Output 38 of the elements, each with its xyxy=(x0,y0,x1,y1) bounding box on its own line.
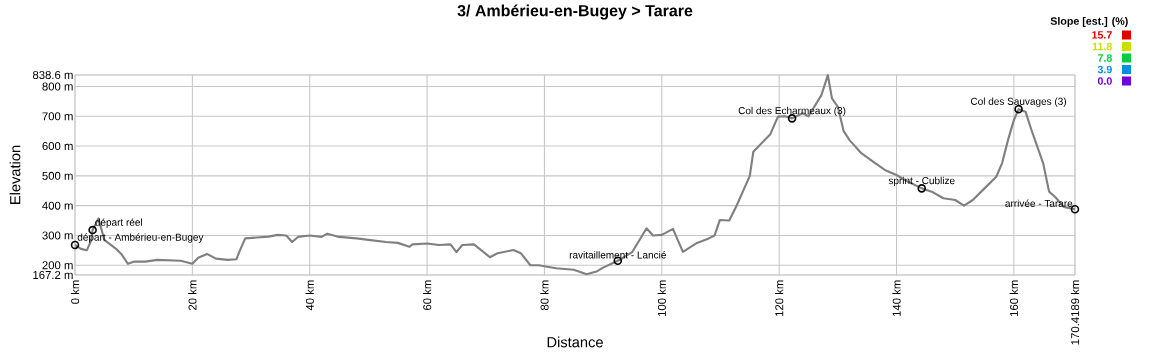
y-tick-label: 500 m xyxy=(42,171,73,180)
line-series xyxy=(73,74,1077,276)
color-bar-label: 11.8 xyxy=(1092,42,1112,51)
annotation: départ réel xyxy=(95,218,142,228)
x-tick-label: 170.4189 km xyxy=(1070,280,1080,345)
annotation: sprint - Cublize xyxy=(888,176,955,187)
color-bar-label: 15.7 xyxy=(1092,31,1112,39)
x-tick-label: 140 km xyxy=(892,280,901,317)
point xyxy=(1070,205,1080,214)
x-tick-label: 40 km xyxy=(305,280,314,311)
color-bar-label: 7.8 xyxy=(1097,54,1112,62)
y-tick-label: 838.6 m xyxy=(32,71,73,80)
y-tick-label: 167.2 m xyxy=(33,271,73,280)
annotation: arrivée - Tarare xyxy=(1005,199,1073,208)
annotation: ravitaillement - Lancié xyxy=(569,251,666,259)
x-tick-label: 80 km xyxy=(540,280,549,311)
annotation: départ - Ambérieu-en-Bugey xyxy=(77,233,204,243)
x-tick-label: 100 km xyxy=(657,280,666,317)
y-tick-label: 300 m xyxy=(42,231,73,240)
annotation: Col des Echarmeaux (3) xyxy=(738,106,846,117)
x-axis-title: Distance xyxy=(547,336,603,348)
color-bar-label: 0.0 xyxy=(1097,77,1112,85)
annotation: Col des Sauvages (3) xyxy=(970,97,1066,107)
x-tick-label: 160 km xyxy=(1009,280,1019,317)
x-tick-label: 0 km xyxy=(70,280,80,304)
point xyxy=(917,184,926,193)
color-bar-label: 3.9 xyxy=(1097,65,1112,74)
y-tick-label: 600 m xyxy=(42,142,73,151)
color-bar-title: Slope [est.] (%) xyxy=(1050,17,1128,28)
y-tick-label: 700 m xyxy=(42,112,73,121)
y-tick-label: 800 m xyxy=(42,82,73,91)
y-axis-title: Elevation xyxy=(9,145,21,205)
y-tick-label: 400 m xyxy=(42,201,73,210)
x-tick-label: 60 km xyxy=(422,280,432,311)
x-tick-label: 120 km xyxy=(774,280,784,317)
x-tick-label: 20 km xyxy=(188,280,197,311)
chart-title: 3/ Ambérieu-en-Bugey > Tarare xyxy=(457,4,693,20)
y-tick-label: 200 m xyxy=(42,261,73,270)
